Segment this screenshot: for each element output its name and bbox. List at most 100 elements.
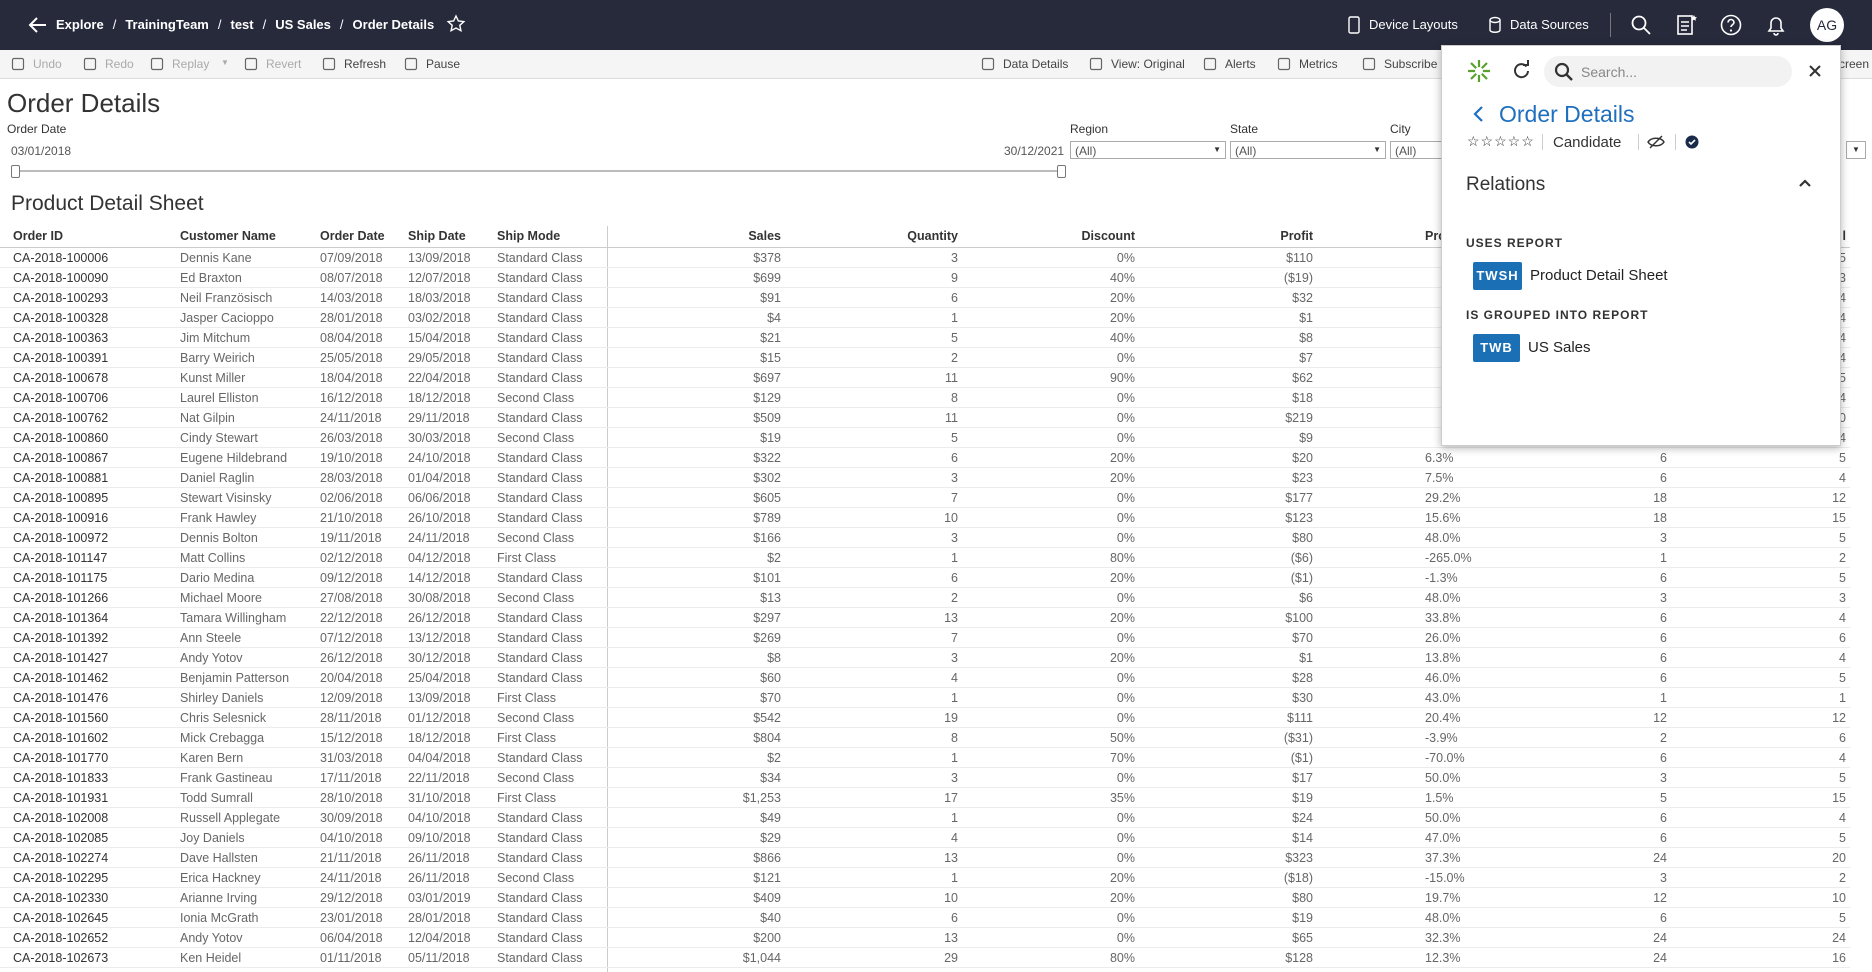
filter-dropdown[interactable]: (All) ▼ [1070, 141, 1226, 159]
favorite-star[interactable] [446, 14, 466, 34]
column-header[interactable]: Customer Name [180, 229, 276, 243]
collections-icon[interactable] [1676, 13, 1698, 37]
table-cell: 24/10/2018 [408, 451, 471, 465]
table-cell: 28/11/2018 [320, 711, 382, 725]
column-header[interactable]: Quantity [907, 229, 958, 243]
table-cell: 28/10/2018 [320, 791, 383, 805]
table-cell: CA-2018-100867 [13, 451, 109, 465]
search-box[interactable] [1544, 56, 1792, 87]
table-cell: 46.0% [1425, 671, 1461, 685]
slider-handle[interactable] [11, 165, 20, 178]
table-cell: Laurel Elliston [180, 391, 259, 405]
table-cell: CA-2018-101833 [13, 771, 109, 785]
table-cell: CA-2018-101602 [13, 731, 109, 745]
table-cell: 5 [1839, 451, 1846, 465]
table-cell: 03/02/2018 [408, 311, 471, 325]
slider-handle[interactable] [1057, 165, 1066, 178]
table-cell: 24 [1653, 951, 1667, 965]
column-header[interactable]: l [1842, 229, 1846, 243]
toolbar-button[interactable]: Refresh [344, 57, 387, 71]
table-cell: Eugene Hildebrand [180, 451, 288, 465]
table-cell: 5 [1839, 671, 1846, 685]
table-cell: 47.0% [1425, 831, 1461, 845]
table-cell: CA-2018-100881 [13, 471, 109, 485]
back-button[interactable] [1472, 105, 1486, 123]
replay-dropdown[interactable]: ▼ [221, 58, 229, 67]
table-cell: 0% [1116, 931, 1135, 945]
table-cell: ($1) [1290, 571, 1313, 585]
column-header[interactable]: Ship Date [408, 229, 466, 243]
filter-dropdown[interactable]: (All) ▼ [1230, 141, 1386, 159]
table-cell: Russell Applegate [180, 811, 281, 825]
table-cell: 26.0% [1425, 631, 1461, 645]
relation-link[interactable]: US Sales [1528, 339, 1591, 356]
search-icon[interactable] [1630, 14, 1652, 36]
table-cell: $19 [1292, 911, 1313, 925]
table-cell: 08/07/2018 [320, 271, 383, 285]
table-cell: 04/04/2018 [408, 751, 471, 765]
toolbar-button[interactable]: Replay [172, 57, 210, 71]
toolbar-button[interactable]: Redo [105, 57, 134, 71]
breadcrumb-item[interactable]: test [230, 17, 254, 32]
table-cell: 18/12/2018 [408, 731, 471, 745]
column-header[interactable]: Pro [1425, 229, 1446, 243]
toolbar-button[interactable]: Revert [266, 57, 302, 71]
table-cell: Jim Mitchum [180, 331, 251, 345]
header-rule [0, 247, 1850, 248]
dropdown-arrow[interactable]: ▼ [1846, 141, 1866, 159]
table-cell: $60 [760, 671, 781, 685]
notifications-icon[interactable] [1765, 13, 1787, 37]
help-icon[interactable] [1720, 14, 1742, 36]
collapse-button[interactable] [1798, 177, 1812, 189]
table-cell: CA-2018-102652 [13, 931, 109, 945]
rating-stars[interactable]: ☆☆☆☆☆ [1467, 133, 1535, 149]
column-header[interactable]: Discount [1081, 229, 1135, 243]
table-cell: Kunst Miller [180, 371, 246, 385]
close-button[interactable] [1808, 64, 1822, 78]
toolbar-button[interactable]: creen [1839, 57, 1870, 71]
divider [1610, 13, 1611, 37]
table-cell: $509 [753, 411, 781, 425]
data-sources[interactable]: Data Sources [1510, 17, 1589, 32]
hidden-icon[interactable] [1647, 134, 1665, 150]
toolbar-button[interactable]: Pause [426, 57, 461, 71]
toolbar-button[interactable]: Subscribe [1384, 57, 1438, 71]
column-header[interactable]: Sales [748, 229, 781, 243]
table-cell: 6 [1660, 751, 1667, 765]
row-rule [0, 367, 1850, 368]
device-layouts[interactable]: Device Layouts [1369, 17, 1458, 32]
back-button[interactable] [26, 14, 48, 36]
breadcrumb-item[interactable]: Order Details [352, 17, 435, 32]
toolbar-button[interactable]: Alerts [1225, 57, 1256, 71]
table-cell: 0% [1116, 811, 1135, 825]
table-cell: 12 [1653, 711, 1667, 725]
refresh-button[interactable] [1511, 60, 1531, 80]
toolbar-button[interactable]: Metrics [1299, 57, 1338, 71]
table-cell: 20% [1109, 871, 1135, 885]
row-rule [0, 607, 1850, 608]
table-cell: $111 [1287, 711, 1313, 725]
table-cell: $542 [753, 711, 781, 725]
relation-link[interactable]: Product Detail Sheet [1530, 267, 1668, 284]
toolbar-button[interactable]: View: Original [1111, 57, 1185, 71]
table-cell: 16/12/2018 [320, 391, 383, 405]
table-cell: First Class [497, 551, 557, 565]
column-header[interactable]: Ship Mode [497, 229, 561, 243]
avatar[interactable]: AG [1810, 8, 1844, 42]
breadcrumb-separator: / [262, 17, 267, 32]
table-cell: 6 [1660, 611, 1667, 625]
breadcrumb-item[interactable]: Explore [56, 17, 104, 32]
breadcrumb-item[interactable]: US Sales [275, 17, 331, 32]
table-cell: 6 [951, 291, 958, 305]
table-cell: 4 [1839, 291, 1846, 305]
table-cell: $34 [760, 771, 781, 785]
table-cell: 70% [1109, 751, 1135, 765]
breadcrumb-item[interactable]: TrainingTeam [125, 17, 209, 32]
table-cell: 7.5% [1425, 471, 1454, 485]
column-header[interactable]: Order ID [13, 229, 64, 243]
column-header[interactable]: Order Date [320, 229, 385, 243]
toolbar-button[interactable]: Data Details [1003, 57, 1069, 71]
column-header[interactable]: Profit [1280, 229, 1313, 243]
toolbar-button[interactable]: Undo [33, 57, 62, 71]
